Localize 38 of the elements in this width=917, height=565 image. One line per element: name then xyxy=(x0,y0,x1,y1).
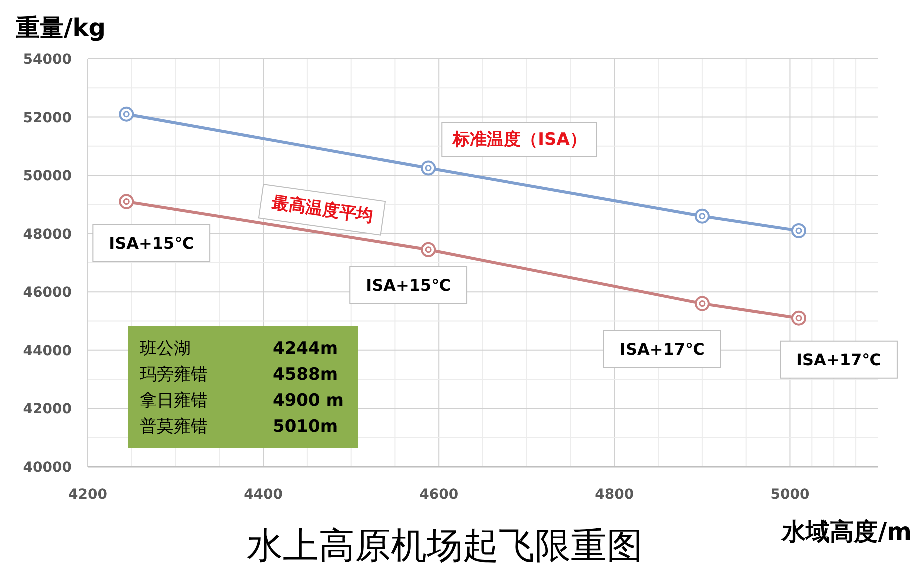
x-tick-label: 4800 xyxy=(595,487,634,503)
annotation: 4244m xyxy=(273,339,338,359)
x-tick-label: 4400 xyxy=(244,487,284,503)
y-tick-label: 48000 xyxy=(23,226,72,243)
x-tick-label: 4200 xyxy=(68,487,108,503)
series-label: 标准温度（ISA） xyxy=(452,130,587,150)
annotation: ISA+15℃ xyxy=(109,234,194,253)
annotation: ISA+17℃ xyxy=(796,350,882,370)
text: 水上高原机场起飞限重图 xyxy=(247,526,643,565)
annotation: 玛旁雍错 xyxy=(140,365,208,385)
x-tick-label: 5000 xyxy=(770,487,810,503)
annotation: 班公湖 xyxy=(140,339,191,359)
annotation: 4900 m xyxy=(273,391,344,411)
annotation: 5010m xyxy=(273,417,338,437)
y-tick-label: 46000 xyxy=(23,285,72,302)
point xyxy=(421,160,436,176)
y-tick-label: 44000 xyxy=(23,343,72,360)
point xyxy=(119,194,134,210)
x-tick-label: 4600 xyxy=(420,487,459,503)
annotation: ISA+17℃ xyxy=(620,340,705,359)
point xyxy=(119,106,134,122)
y-tick-label: 50000 xyxy=(23,168,72,185)
annotation: 拿日雍错 xyxy=(140,391,208,411)
point xyxy=(792,223,806,238)
point xyxy=(792,310,806,326)
text: 最高温度平均 xyxy=(270,192,375,227)
y-tick-label: 52000 xyxy=(23,110,72,126)
y-axis-title: 重量/kg xyxy=(15,14,106,42)
point xyxy=(694,296,710,312)
annotation: ISA+15℃ xyxy=(366,276,452,295)
annotation: 4588m xyxy=(273,365,338,385)
y-tick-label: 40000 xyxy=(23,460,72,476)
point xyxy=(421,242,436,258)
annotation: 普莫雍错 xyxy=(140,417,208,437)
y-tick-label: 42000 xyxy=(23,402,72,418)
x-axis-title: 水域高度/m xyxy=(781,518,912,546)
y-tick-label: 54000 xyxy=(23,52,72,68)
point xyxy=(694,208,710,224)
